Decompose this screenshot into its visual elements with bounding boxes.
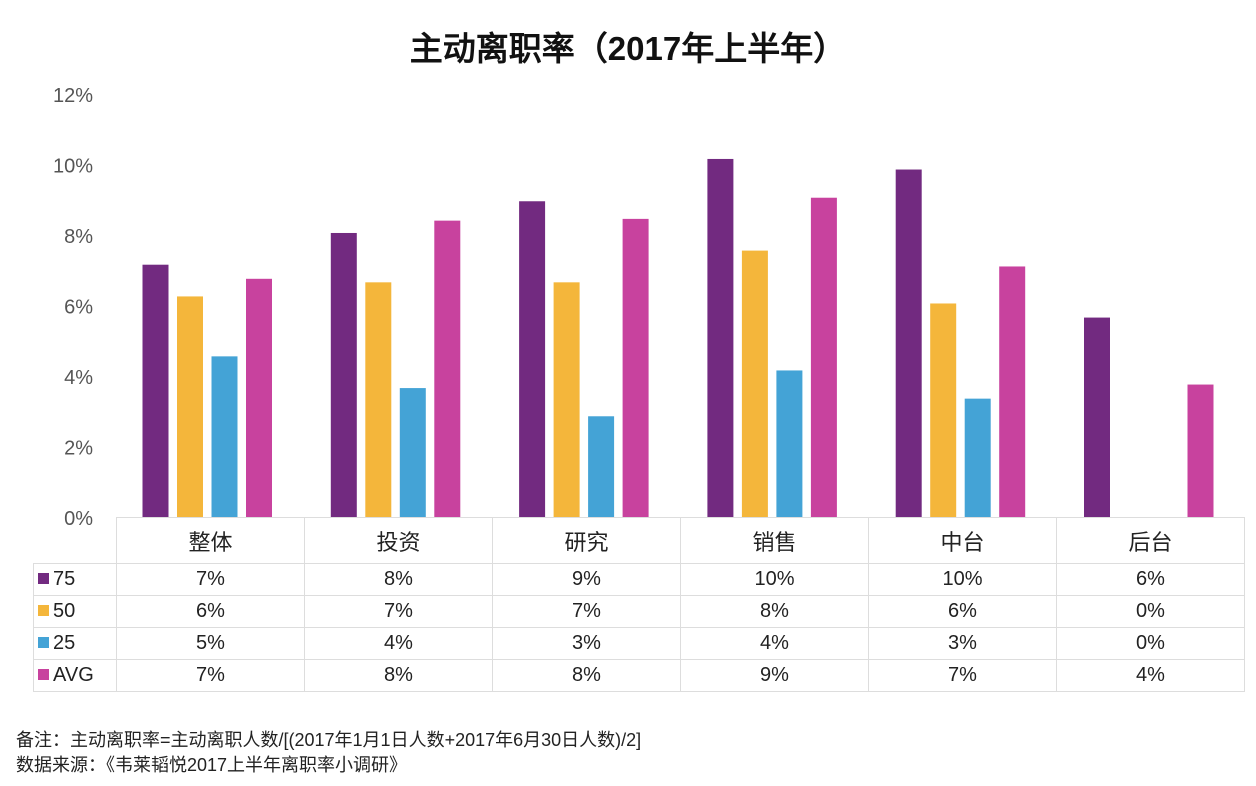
data-label: 6% bbox=[116, 595, 305, 628]
y-tick-label: 2% bbox=[64, 438, 93, 460]
data-table: 整体 投资 研究 销售 中台 后台 75 7% 8% 9% 10% 10% 6% 50 6% 7% 7% 8% 6%… bbox=[33, 517, 1245, 692]
data-label: 6% bbox=[1056, 563, 1245, 596]
bar-75-研究 bbox=[518, 200, 547, 519]
data-label: 4% bbox=[304, 627, 493, 660]
data-label: 8% bbox=[492, 659, 681, 692]
data-label: 5% bbox=[116, 627, 305, 660]
data-label: 9% bbox=[680, 659, 869, 692]
y-tick-label: 6% bbox=[64, 297, 93, 319]
bar-chart: 0% 2% 4% 6% 8% 10% 12% bbox=[53, 85, 1215, 530]
bar-50-销售 bbox=[740, 249, 769, 519]
y-tick-label: 12% bbox=[53, 85, 93, 107]
legend-entry: 50 bbox=[33, 595, 117, 628]
data-label: 0% bbox=[1056, 595, 1245, 628]
data-label: 6% bbox=[868, 595, 1057, 628]
data-label: 7% bbox=[116, 563, 305, 596]
bar-AVG-整体 bbox=[245, 277, 273, 519]
footnotes: 备注：主动离职率=主动离职人数/[(2017年1月1日人数+2017年6月30日… bbox=[16, 728, 641, 778]
data-label: 0% bbox=[1056, 627, 1245, 660]
data-label: 4% bbox=[1056, 659, 1245, 692]
data-label: 3% bbox=[492, 627, 681, 660]
series-name: 75 bbox=[53, 568, 76, 590]
bar-75-整体 bbox=[141, 263, 170, 519]
series-name: 50 bbox=[53, 600, 76, 622]
bar-AVG-中台 bbox=[998, 265, 1027, 519]
bar-75-后台 bbox=[1083, 316, 1111, 519]
bar-25-研究 bbox=[587, 415, 616, 519]
category-label: 销售 bbox=[680, 517, 869, 564]
data-label: 7% bbox=[116, 659, 305, 692]
category-label: 研究 bbox=[492, 517, 681, 564]
bar-AVG-后台 bbox=[1186, 383, 1215, 519]
table-row: 75 7% 8% 9% 10% 10% 6% bbox=[33, 563, 1245, 596]
bar-25-投资 bbox=[398, 387, 427, 519]
data-label: 8% bbox=[304, 659, 493, 692]
y-tick-label: 10% bbox=[53, 156, 93, 178]
category-label: 中台 bbox=[868, 517, 1057, 564]
y-tick-label: 8% bbox=[64, 226, 93, 248]
table-corner bbox=[34, 518, 117, 564]
bar-25-中台 bbox=[963, 397, 992, 519]
legend-swatch-icon bbox=[38, 669, 49, 680]
legend-swatch-icon bbox=[38, 605, 49, 616]
bar-50-研究 bbox=[552, 281, 581, 519]
data-label: 7% bbox=[304, 595, 493, 628]
bar-50-中台 bbox=[929, 302, 958, 519]
legend-entry: 25 bbox=[33, 627, 117, 660]
bar-AVG-研究 bbox=[621, 217, 650, 519]
table-row: 50 6% 7% 7% 8% 6% 0% bbox=[33, 595, 1245, 628]
legend-swatch-icon bbox=[38, 637, 49, 648]
bar-50-投资 bbox=[364, 281, 393, 519]
data-label: 3% bbox=[868, 627, 1057, 660]
y-tick-label: 0% bbox=[64, 508, 93, 530]
bar-75-中台 bbox=[894, 168, 923, 519]
bar-25-整体 bbox=[210, 355, 239, 519]
bar-25-销售 bbox=[775, 369, 804, 519]
table-row: AVG 7% 8% 8% 9% 7% 4% bbox=[33, 659, 1245, 692]
bar-75-销售 bbox=[706, 157, 735, 519]
category-label: 后台 bbox=[1056, 517, 1245, 564]
chart-title: 主动离职率（2017年上半年） bbox=[409, 30, 847, 67]
bar-AVG-销售 bbox=[809, 196, 838, 519]
series-name: 25 bbox=[53, 632, 76, 654]
data-label: 8% bbox=[304, 563, 493, 596]
data-label: 7% bbox=[492, 595, 681, 628]
bar-75-投资 bbox=[329, 231, 358, 519]
data-label: 4% bbox=[680, 627, 869, 660]
category-label: 投资 bbox=[304, 517, 493, 564]
data-label: 8% bbox=[680, 595, 869, 628]
data-label: 10% bbox=[868, 563, 1057, 596]
legend-entry: AVG bbox=[33, 659, 117, 692]
data-label: 7% bbox=[868, 659, 1057, 692]
bar-AVG-投资 bbox=[433, 219, 462, 519]
y-tick-label: 4% bbox=[64, 367, 93, 389]
legend-swatch-icon bbox=[38, 573, 49, 584]
data-label: 10% bbox=[680, 563, 869, 596]
note-source: 数据来源：《韦莱韬悦2017上半年离职率小调研》 bbox=[16, 755, 408, 775]
table-row: 25 5% 4% 3% 4% 3% 0% bbox=[33, 627, 1245, 660]
note-formula: 备注：主动离职率=主动离职人数/[(2017年1月1日人数+2017年6月30日… bbox=[16, 730, 642, 750]
table-header-row: 整体 投资 研究 销售 中台 后台 bbox=[34, 517, 1245, 564]
series-name: AVG bbox=[53, 664, 94, 686]
legend-entry: 75 bbox=[33, 563, 117, 596]
bar-50-整体 bbox=[176, 295, 204, 519]
data-label: 9% bbox=[492, 563, 681, 596]
category-label: 整体 bbox=[116, 517, 305, 564]
